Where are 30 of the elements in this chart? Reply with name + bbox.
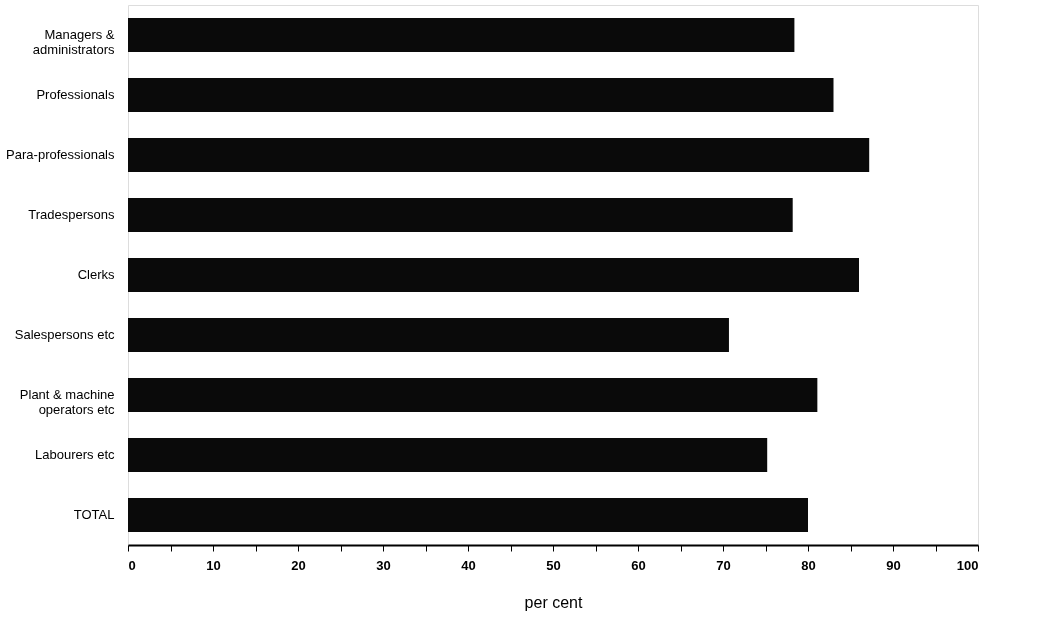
bar <box>128 318 729 352</box>
y-tick-label: Tradespersons <box>28 207 115 222</box>
y-tick-label: Labourers etc <box>35 447 115 462</box>
bar <box>128 378 818 412</box>
x-tick-label: 50 <box>546 557 561 573</box>
x-axis-title: per cent <box>524 593 583 611</box>
y-tick-label: Plant & machine operators etc <box>19 387 115 417</box>
y-tick-label: Managers & administrators <box>32 27 115 57</box>
bar <box>128 438 768 472</box>
y-tick-label: TOTAL <box>73 507 115 522</box>
x-tick-label: 40 <box>461 557 476 573</box>
x-tick-label: 70 <box>716 557 731 573</box>
bar <box>128 198 793 232</box>
x-tick-label: 90 <box>886 557 901 573</box>
bar <box>128 138 870 172</box>
x-tick-label: 10 <box>206 557 221 573</box>
bar <box>128 258 859 292</box>
x-tick-label: 100 <box>956 557 979 573</box>
y-tick-label: Clerks <box>77 267 115 282</box>
bar <box>128 78 834 112</box>
x-tick-label: 80 <box>801 557 816 573</box>
x-tick-label: 20 <box>291 557 306 573</box>
bar <box>128 498 808 532</box>
y-tick-label: Para-professionals <box>6 147 115 162</box>
bar <box>128 18 795 52</box>
x-tick-label: 30 <box>376 557 391 573</box>
x-tick-label: 0 <box>128 557 136 573</box>
y-tick-label: Salespersons etc <box>14 327 115 342</box>
y-tick-label: Professionals <box>36 87 115 102</box>
x-tick-label: 60 <box>631 557 646 573</box>
